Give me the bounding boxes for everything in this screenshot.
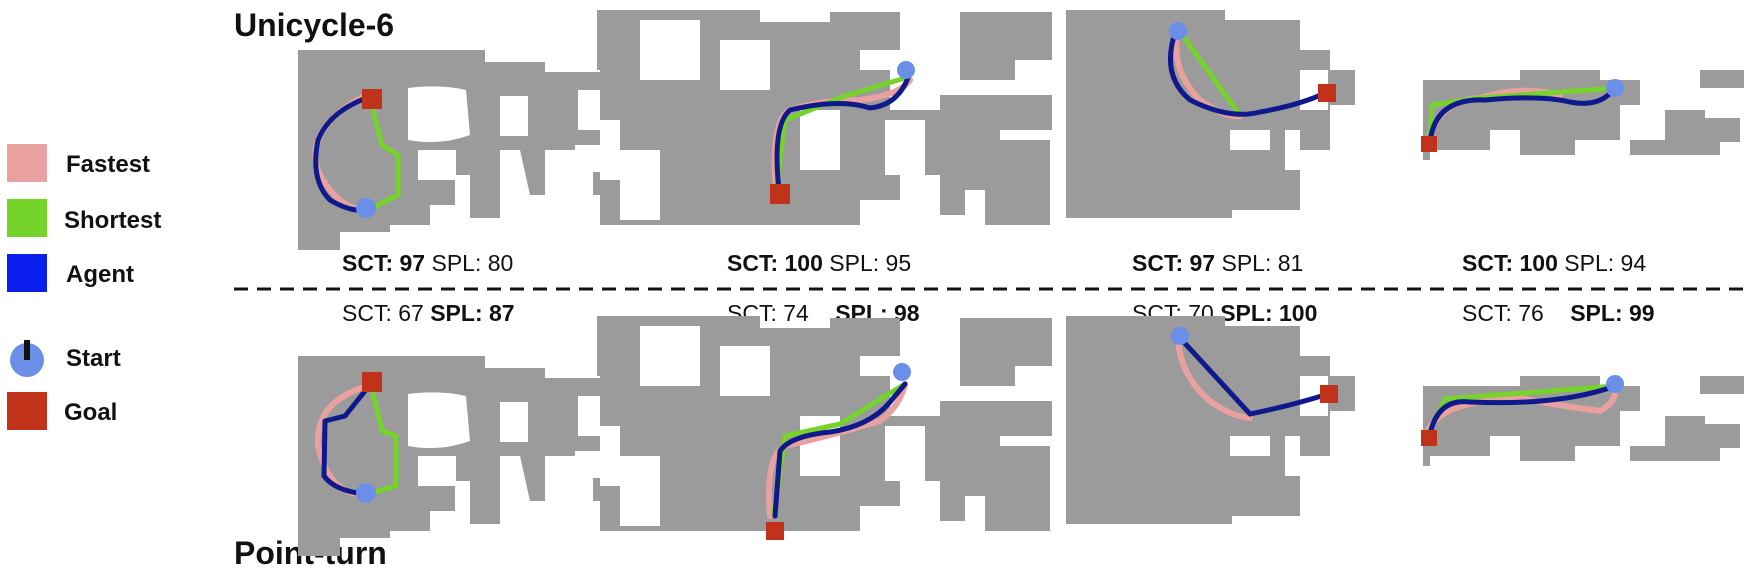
metric-top-3: SCT: 97 SPL: 81 [1132,250,1303,276]
goal-marker [1421,136,1437,152]
start-marker [1169,22,1187,40]
legend-fastest-swatch [7,144,47,182]
legend-fastest-label: Fastest [66,151,150,178]
spl-value: 99 [1629,300,1655,326]
shortest-path [773,75,908,193]
spl-value: 87 [489,300,515,326]
panel-bottom-2 [597,316,1052,540]
sct-value: 97 [400,250,426,276]
spl-value: 81 [1278,250,1304,276]
metric-top-4: SCT: 100 SPL: 94 [1462,250,1646,276]
goal-marker [766,522,784,540]
spl-label: SPL: [1220,300,1272,326]
sct-label: SCT: [1462,300,1512,326]
goal-marker [1318,84,1336,102]
legend-start-label: Start [66,345,121,372]
legend-shortest-label: Shortest [64,207,161,234]
legend-agent-label: Agent [66,261,134,288]
start-marker [897,61,915,79]
spl-label: SPL: [1564,250,1614,276]
panel-top-3 [1066,10,1355,218]
sct-value: 76 [1518,300,1544,326]
goal-marker [1320,385,1338,403]
legend-goal-label: Goal [64,399,117,426]
sct-value: 100 [1520,250,1558,276]
agent-path [772,381,908,519]
sct-label: SCT: [342,300,392,326]
shortest-path [365,386,399,497]
legend-shortest-swatch [7,199,47,237]
panel-top-1 [298,50,600,250]
agent-path [774,69,913,193]
agent-path [313,93,375,213]
goal-marker [362,89,382,109]
sct-value: 97 [1190,250,1216,276]
row-title-unicycle: Unicycle-6 [234,7,394,43]
sct-value: 100 [785,250,823,276]
agent-path [1427,383,1618,437]
start-marker [1606,375,1624,393]
start-marker [1606,79,1624,97]
goal-marker [362,372,382,392]
start-marker [356,483,376,503]
spl-label: SPL: [432,250,482,276]
sct-label: SCT: [727,250,778,276]
spl-label: SPL: [1222,250,1272,276]
legend: Fastest Shortest Agent Start Goal [7,144,161,430]
shortest-path [365,95,401,213]
sct-value: 67 [398,300,424,326]
goal-marker [770,184,790,204]
panel-bottom-3 [1066,316,1355,524]
panel-bottom-1 [298,356,600,556]
legend-agent-swatch [7,254,47,292]
fastest-path [1425,383,1619,434]
start-marker [893,363,911,381]
spl-label: SPL: [1570,300,1622,326]
sct-label: SCT: [342,250,393,276]
spl-label: SPL: [430,300,482,326]
shortest-path [1177,29,1243,118]
sct-value: 74 [783,300,809,326]
spl-value: 80 [488,250,514,276]
spl-value: 100 [1279,300,1317,326]
legend-start-icon [10,340,44,377]
panel-bottom-4 [1421,375,1744,466]
panel-top-2 [597,10,1052,225]
spl-value: 95 [886,250,912,276]
sct-label: SCT: [1462,250,1513,276]
goal-marker [1421,430,1437,446]
metric-top-1: SCT: 97 SPL: 80 [342,250,513,276]
metric-top-2: SCT: 100 SPL: 95 [727,250,911,276]
sct-label: SCT: [1132,250,1183,276]
metric-bottom-1: SCT: 67 SPL: 87 [342,300,515,326]
fastest-path [1175,335,1253,421]
start-marker [356,198,376,218]
legend-goal-swatch [7,392,47,430]
panel-top-4 [1421,70,1744,160]
agent-path [1427,85,1618,145]
spl-value: 94 [1621,250,1647,276]
agent-path [1177,335,1331,417]
agent-path [1168,27,1328,117]
fastest-path [766,381,908,519]
metric-bottom-4: SCT: 76 SPL: 99 [1462,300,1655,326]
start-marker [1171,327,1189,345]
spl-label: SPL: [829,250,879,276]
